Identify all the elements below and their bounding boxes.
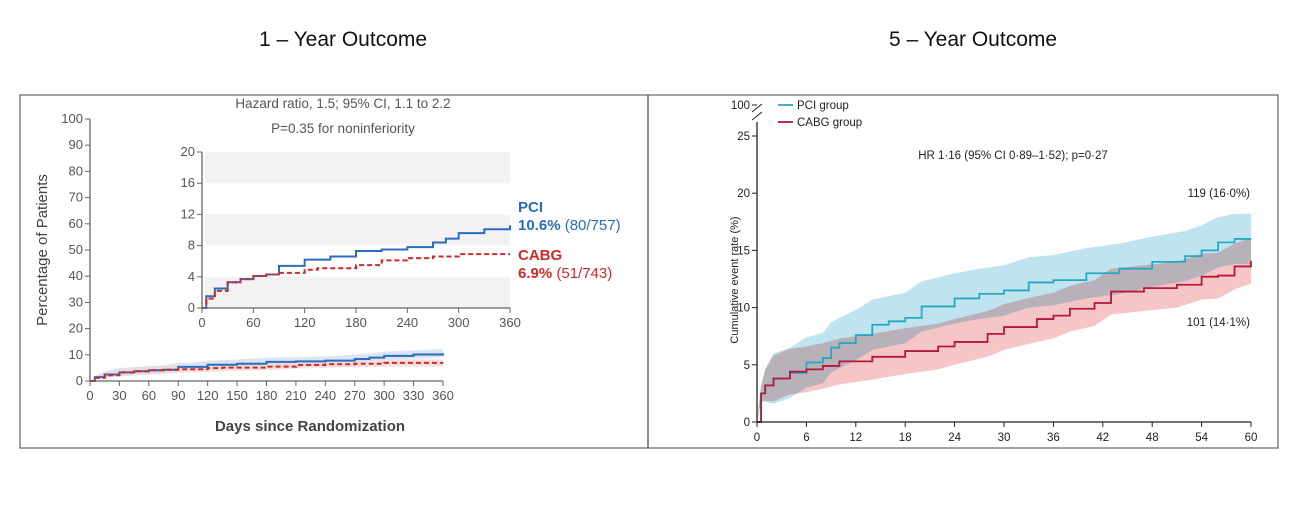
x-tick-label: 360 [432, 388, 454, 403]
y-tick-label: 80 [69, 163, 83, 178]
x-tick-label: 48 [1146, 432, 1159, 444]
x-tick-label: 240 [314, 388, 336, 403]
x-tick-label: 210 [285, 388, 307, 403]
y-tick-label: 60 [69, 216, 83, 231]
x-tick-label: 300 [448, 315, 470, 330]
x-tick-label: 360 [499, 315, 521, 330]
y-tick-label: 0 [188, 300, 195, 315]
panel-title-5yr: 5 – Year Outcome [888, 28, 1058, 51]
series-label-cabg: CABG [518, 247, 562, 264]
y-tick-label: 8 [188, 238, 195, 253]
x-tick-label: 0 [86, 388, 93, 403]
y-tick-label: 50 [69, 242, 83, 257]
y-tick-label: 40 [69, 268, 83, 283]
x-tick-label: 90 [171, 388, 185, 403]
y-tick-label: 25 [737, 131, 750, 143]
x-tick-label: 54 [1195, 432, 1208, 444]
hazard-ratio-annotation: HR 1·16 (95% CI 0·89–1·52); p=0·27 [918, 150, 1108, 162]
x-tick-label: 60 [246, 315, 260, 330]
y-tick-label: 4 [188, 269, 195, 284]
x-tick-label: 0 [754, 432, 760, 444]
x-tick-label: 270 [344, 388, 366, 403]
x-tick-label: 240 [396, 315, 418, 330]
result-percent: 10.6% [518, 217, 565, 234]
y-tick-label: 20 [737, 188, 750, 200]
y-tick-label: 30 [69, 294, 83, 309]
y-tick-label: 100 [61, 111, 83, 126]
x-tick-label: 24 [948, 432, 961, 444]
x-tick-label: 36 [1047, 432, 1060, 444]
y-tick-label: 5 [744, 360, 750, 372]
inset-grid-band [205, 152, 510, 184]
p-value-annotation: P=0.35 for noninferiority [271, 121, 415, 136]
x-tick-label: 330 [403, 388, 425, 403]
figure-frame [19, 94, 1279, 449]
series-result-pci: 10.6% (80/757) [518, 217, 621, 234]
x-tick-label: 42 [1096, 432, 1109, 444]
end-label-pci: 119 (16·0%) [1188, 188, 1251, 200]
y-tick-label: 20 [181, 144, 195, 159]
y-tick-label: 90 [69, 137, 83, 152]
x-tick-label: 0 [198, 315, 205, 330]
y-tick-label: 15 [737, 245, 750, 257]
inset-grid-band [205, 276, 510, 308]
y-tick-label: 0 [744, 417, 750, 429]
end-label-cabg: 101 (14·1%) [1187, 317, 1250, 329]
x-tick-label: 30 [998, 432, 1011, 444]
y-tick-label: 10 [69, 347, 83, 362]
series-line-pci [90, 353, 444, 382]
y-tick-label: 0 [76, 373, 83, 388]
result-percent: 6.9% [518, 265, 556, 282]
series-result-cabg: 6.9% (51/743) [518, 265, 612, 282]
x-tick-label: 180 [256, 388, 278, 403]
legend-label-cabg: CABG group [797, 117, 862, 129]
x-tick-label: 300 [373, 388, 395, 403]
series-line-cabg [757, 260, 1252, 423]
y-tick-label: 16 [181, 175, 195, 190]
x-tick-label: 120 [197, 388, 219, 403]
x-tick-label: 6 [803, 432, 809, 444]
series-label-pci: PCI [518, 199, 543, 216]
y-tick-label-100: 100 [731, 100, 750, 112]
y-axis-label: Percentage of Patients [34, 174, 51, 326]
y-axis-label: Cumulative event rate (%) [729, 216, 741, 343]
legend-label-pci: PCI group [797, 100, 849, 112]
y-tick-label: 70 [69, 190, 83, 205]
x-tick-label: 18 [899, 432, 912, 444]
x-tick-label: 12 [849, 432, 862, 444]
x-axis-label: Days since Randomization [215, 418, 405, 435]
inset-grid-band [205, 214, 510, 246]
hazard-ratio-annotation: Hazard ratio, 1.5; 95% CI, 1.1 to 2.2 [235, 96, 450, 111]
y-tick-label: 10 [737, 303, 750, 315]
x-tick-label: 180 [345, 315, 367, 330]
series-line-cabg [90, 361, 443, 382]
axis-break-mark [751, 111, 763, 121]
axis-break-mark [751, 103, 763, 113]
y-tick-label: 20 [69, 321, 83, 336]
x-tick-label: 120 [294, 315, 316, 330]
y-tick-label: 12 [181, 206, 195, 221]
inset-line-cabg [202, 253, 510, 309]
x-tick-label: 60 [142, 388, 156, 403]
x-tick-label: 60 [1245, 432, 1258, 444]
series-line-pci [757, 238, 1251, 423]
result-count: (80/757) [565, 217, 621, 234]
panel-title-1yr: 1 – Year Outcome [258, 28, 428, 51]
result-count: (51/743) [556, 265, 612, 282]
x-tick-label: 30 [112, 388, 126, 403]
x-tick-label: 150 [226, 388, 248, 403]
ci-band-pci [757, 213, 1251, 422]
